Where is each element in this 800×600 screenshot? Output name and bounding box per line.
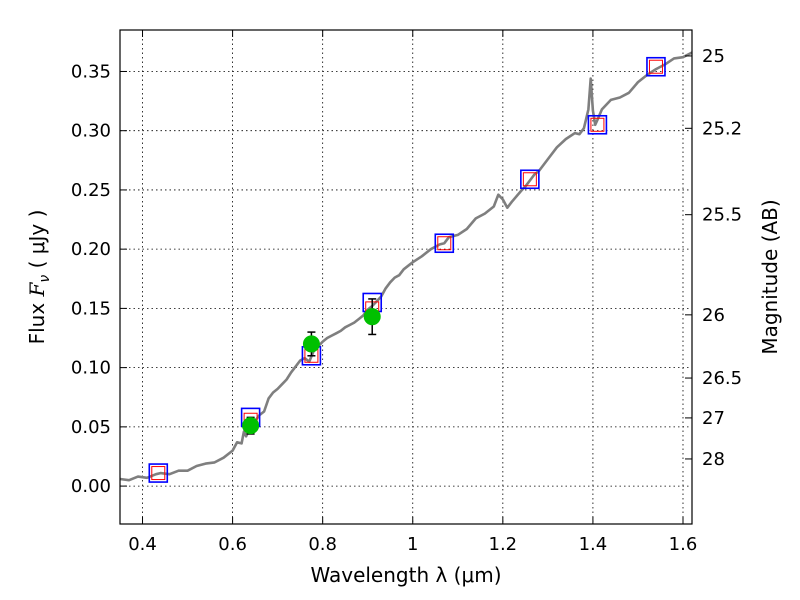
blue-square-marker xyxy=(520,169,540,190)
x-tick-label: 0.4 xyxy=(128,534,157,555)
y-axis-title-symbol: F xyxy=(25,281,49,297)
y-tick-label: 0.15 xyxy=(71,298,111,319)
plot-frame xyxy=(119,29,693,525)
y2-tick-label: 25 xyxy=(702,46,725,67)
y-tick-label: 0.20 xyxy=(71,239,111,260)
red-square-marker xyxy=(522,172,537,187)
y2-tick-label: 26 xyxy=(702,305,725,326)
y2-tick-label: 26.5 xyxy=(702,368,742,389)
y-axis-title: Flux Fν ( μJy ) xyxy=(25,210,53,345)
y-axis-title-prefix: Flux xyxy=(25,296,49,344)
y-tick-label: 0.05 xyxy=(71,417,111,438)
y2-tick-label: 28 xyxy=(702,449,725,470)
blue-square-marker xyxy=(646,56,666,77)
x-tick-label: 1.4 xyxy=(579,534,608,555)
green-circle-marker xyxy=(242,417,260,435)
x-tick-label: 1 xyxy=(407,534,418,555)
red-square-marker xyxy=(648,59,663,74)
y2-tick-label: 25.5 xyxy=(702,205,742,226)
blue-square-marker xyxy=(587,114,608,135)
y-tick-label: 0.35 xyxy=(71,61,111,82)
spectrum-line xyxy=(119,51,693,482)
red-square-marker xyxy=(590,117,605,132)
y2-tick-label: 27 xyxy=(702,408,725,429)
blue-square-marker xyxy=(148,463,169,483)
x-axis-title: Wavelength λ (μm) xyxy=(310,563,501,587)
x-tick-label: 0.6 xyxy=(218,534,247,555)
y-tick-label: 0.00 xyxy=(71,476,111,497)
x-tick-label: 1.6 xyxy=(669,534,698,555)
red-square-marker xyxy=(437,236,452,251)
y-axis-title-subscript: ν xyxy=(37,275,53,283)
green-circle-marker xyxy=(302,335,320,353)
data-layer xyxy=(119,51,693,483)
x-tick-label: 0.8 xyxy=(308,534,337,555)
y-tick-label: 0.10 xyxy=(71,358,111,379)
y-axis-title-suffix: ( μJy ) xyxy=(25,210,49,275)
y2-tick-label: 25.2 xyxy=(702,118,742,139)
red-square-marker xyxy=(151,466,166,481)
y-tick-label: 0.25 xyxy=(71,180,111,201)
green-circle-marker xyxy=(363,308,381,326)
x-tick-label: 1.2 xyxy=(489,534,518,555)
blue-square-marker xyxy=(434,233,455,254)
y2-axis-title: Magnitude (AB) xyxy=(758,199,782,354)
tick-layer: 0.4 0.6 0.8 1 1.2 1.4 1.6 0.00 0.05 0.10 0.15 0.20 0… xyxy=(71,30,742,555)
y-tick-label: 0.30 xyxy=(71,121,111,142)
